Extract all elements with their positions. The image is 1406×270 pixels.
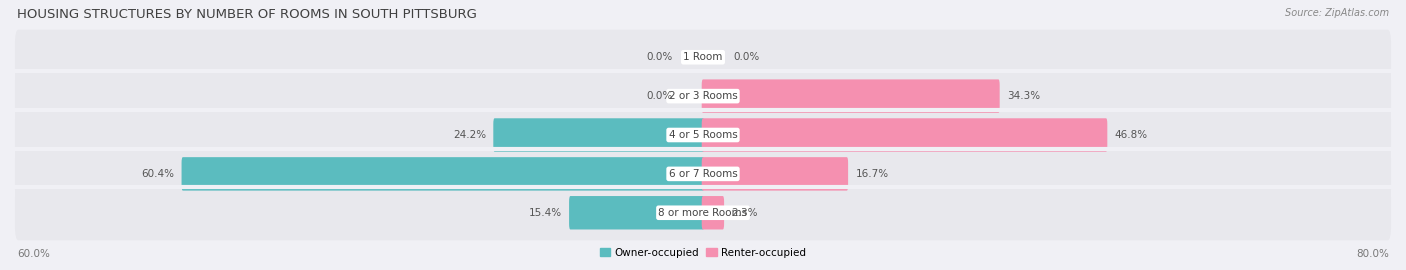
FancyBboxPatch shape bbox=[702, 196, 724, 229]
Text: 16.7%: 16.7% bbox=[855, 169, 889, 179]
Text: HOUSING STRUCTURES BY NUMBER OF ROOMS IN SOUTH PITTSBURG: HOUSING STRUCTURES BY NUMBER OF ROOMS IN… bbox=[17, 8, 477, 21]
Text: Source: ZipAtlas.com: Source: ZipAtlas.com bbox=[1285, 8, 1389, 18]
FancyBboxPatch shape bbox=[15, 30, 1391, 85]
FancyBboxPatch shape bbox=[569, 196, 704, 229]
Legend: Owner-occupied, Renter-occupied: Owner-occupied, Renter-occupied bbox=[596, 244, 810, 262]
Text: 60.4%: 60.4% bbox=[141, 169, 174, 179]
Text: 8 or more Rooms: 8 or more Rooms bbox=[658, 208, 748, 218]
FancyBboxPatch shape bbox=[702, 79, 1000, 113]
Text: 4 or 5 Rooms: 4 or 5 Rooms bbox=[669, 130, 737, 140]
Text: 2 or 3 Rooms: 2 or 3 Rooms bbox=[669, 91, 737, 101]
Text: 1 Room: 1 Room bbox=[683, 52, 723, 62]
Text: 46.8%: 46.8% bbox=[1115, 130, 1147, 140]
FancyBboxPatch shape bbox=[15, 69, 1391, 124]
Text: 80.0%: 80.0% bbox=[1357, 249, 1389, 259]
FancyBboxPatch shape bbox=[15, 185, 1391, 240]
Text: 6 or 7 Rooms: 6 or 7 Rooms bbox=[669, 169, 737, 179]
FancyBboxPatch shape bbox=[494, 118, 704, 152]
Text: 15.4%: 15.4% bbox=[529, 208, 562, 218]
FancyBboxPatch shape bbox=[15, 107, 1391, 163]
Text: 60.0%: 60.0% bbox=[17, 249, 49, 259]
Text: 34.3%: 34.3% bbox=[1007, 91, 1040, 101]
FancyBboxPatch shape bbox=[702, 118, 1108, 152]
Text: 0.0%: 0.0% bbox=[647, 91, 673, 101]
FancyBboxPatch shape bbox=[15, 146, 1391, 201]
Text: 24.2%: 24.2% bbox=[453, 130, 486, 140]
FancyBboxPatch shape bbox=[181, 157, 704, 191]
Text: 0.0%: 0.0% bbox=[647, 52, 673, 62]
Text: 2.3%: 2.3% bbox=[731, 208, 758, 218]
Text: 0.0%: 0.0% bbox=[733, 52, 759, 62]
FancyBboxPatch shape bbox=[702, 157, 848, 191]
